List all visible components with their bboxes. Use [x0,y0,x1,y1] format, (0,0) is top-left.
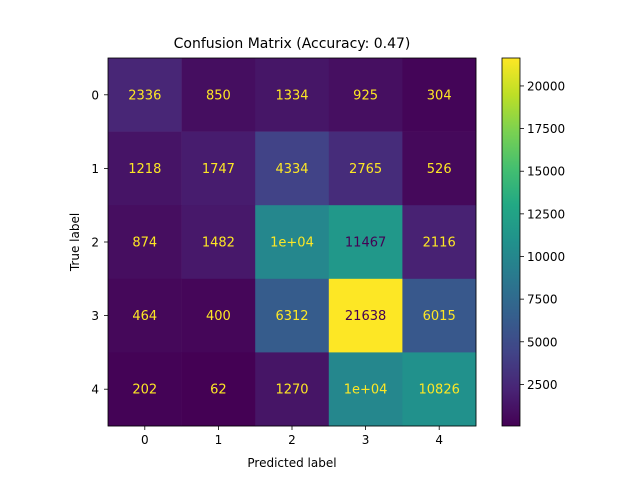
colorbar: 2500 5000 7500 10000 12500 15000 17500 20000 [501,57,565,427]
cell-value-label: 4334 [275,162,308,177]
colorbar-tick-label: 20000 [527,79,565,93]
heatmap-cell [402,205,477,280]
heatmap-cell [402,278,477,353]
heatmap-cells: 2336 850 1334 925 304 1218 1747 4334 2765 526 874 1… [108,58,477,427]
cell-value-label: 874 [132,236,157,251]
cell-value-label: 1218 [128,162,161,177]
cell-value-label: 202 [132,383,157,398]
y-axis-label: True label [68,213,82,272]
x-axis-label: Predicted label [247,456,336,470]
cell-value-label: 1482 [202,236,235,251]
colorbar-tick-label: 15000 [527,165,565,179]
cell-value-label: 11467 [345,236,386,251]
x-axis-ticks: 0 1 2 3 4 [141,426,443,447]
cell-value-label: 62 [210,383,227,398]
heatmap-cell [108,131,182,206]
x-tick-label: 3 [362,433,370,447]
y-tick-label: 4 [91,383,99,397]
heatmap-cell [108,205,182,280]
cell-value-label: 400 [206,309,231,324]
heatmap-cell [255,131,330,206]
heatmap-cell [108,58,182,132]
heatmap-cell [402,131,477,206]
x-tick-label: 4 [435,433,443,447]
colorbar-tick-label: 5000 [527,335,558,349]
colorbar-gradient [501,57,521,427]
cell-value-label: 304 [427,88,452,103]
cell-value-label: 21638 [345,309,386,324]
heatmap-cell [181,278,256,353]
colorbar-tick-label: 17500 [527,122,565,136]
chart-title: Confusion Matrix (Accuracy: 0.47) [174,36,411,52]
heatmap-cell [255,58,330,132]
heatmap-cell [181,131,256,206]
heatmap-cell [108,352,182,427]
y-axis-ticks: 0 1 2 3 4 [91,88,108,397]
cell-value-label: 2116 [423,236,456,251]
heatmap-cell [255,278,330,353]
cell-value-label: 6015 [423,309,456,324]
x-tick-label: 0 [141,433,149,447]
heatmap-cell [328,205,403,280]
colorbar-tick-label: 10000 [527,250,565,264]
cell-value-label: 1e+04 [344,383,388,398]
cell-value-label: 464 [132,309,157,324]
heatmap-cell [328,131,403,206]
cell-value-label: 1270 [275,383,308,398]
cell-value-label: 6312 [275,309,308,324]
y-tick-label: 0 [91,88,99,102]
y-tick-label: 2 [91,236,99,250]
colorbar-ticks: 2500 5000 7500 10000 12500 15000 17500 20000 [520,79,565,392]
heatmap-cell [255,352,330,427]
heatmap-cell [181,58,256,132]
colorbar-tick-label: 2500 [527,378,558,392]
heatmap-cell [328,352,403,427]
x-tick-label: 2 [288,433,296,447]
heatmap-cell [328,58,403,132]
x-tick-label: 1 [215,433,223,447]
heatmap-cell [402,352,477,427]
cell-value-label: 1334 [275,88,308,103]
cell-value-label: 2336 [128,88,161,103]
heatmap-cell [402,58,477,132]
y-tick-label: 3 [91,309,99,323]
heatmap-cell [328,278,403,353]
cell-value-label: 2765 [349,162,382,177]
cell-value-label: 1e+04 [270,236,314,251]
heatmap-cell [181,352,256,427]
colorbar-tick-label: 12500 [527,207,565,221]
cell-value-label: 925 [353,88,378,103]
colorbar-tick-label: 7500 [527,293,558,307]
cell-value-label: 10826 [419,383,460,398]
heatmap-cell [108,278,182,353]
heatmap-cell [255,205,330,280]
cell-value-label: 526 [427,162,452,177]
cell-value-label: 850 [206,88,231,103]
heatmap-cell [181,205,256,280]
cell-value-label: 1747 [202,162,235,177]
y-tick-label: 1 [91,162,99,176]
